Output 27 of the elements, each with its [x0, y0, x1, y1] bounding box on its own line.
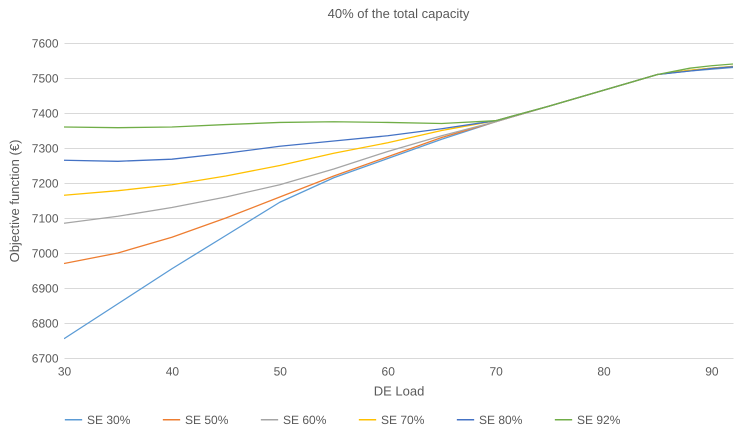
- line-series: [64, 63, 733, 128]
- y-tick-label: 7400: [32, 106, 59, 120]
- x-tick-label: 60: [382, 364, 396, 378]
- legend-label: SE 70%: [381, 412, 425, 427]
- x-tick-label: 40: [166, 364, 180, 378]
- x-tick-label: 50: [274, 364, 288, 378]
- legend-label: SE 92%: [577, 412, 621, 427]
- x-axis-title: DE Load: [374, 384, 424, 398]
- legend-label: SE 60%: [283, 412, 327, 427]
- y-axis-title: Objective function (€): [6, 140, 22, 262]
- x-tick-label: 90: [705, 364, 719, 378]
- y-tick-label: 7500: [32, 72, 59, 86]
- y-tick-label: 7100: [32, 212, 59, 226]
- legend-label: SE 80%: [479, 412, 523, 427]
- chart-title: 40% of the total capacity: [328, 6, 470, 21]
- y-tick-label: 7200: [32, 176, 59, 190]
- x-tick-label: 30: [58, 364, 72, 378]
- y-tick-label: 7300: [32, 142, 59, 156]
- y-tick-label: 6800: [32, 316, 59, 330]
- x-tick-label: 70: [489, 364, 504, 378]
- y-tick-label: 7000: [32, 246, 59, 260]
- y-tick-label: 6900: [32, 282, 59, 296]
- legend-label: SE 50%: [185, 412, 229, 427]
- x-tick-label: 80: [597, 364, 612, 378]
- legend-label: SE 30%: [87, 412, 131, 427]
- y-tick-label: 7600: [32, 36, 59, 50]
- y-tick-label: 6700: [32, 352, 59, 366]
